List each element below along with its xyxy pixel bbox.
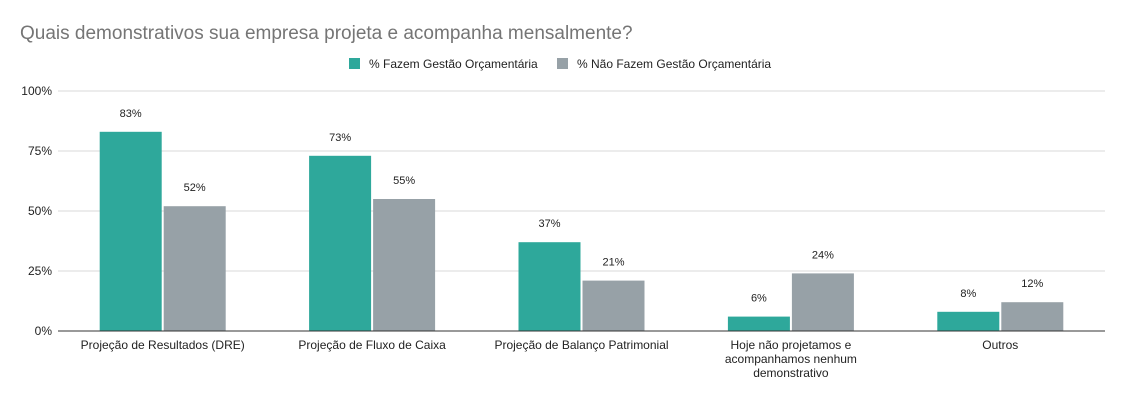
data-label-s2-c1: 52%	[184, 182, 206, 194]
data-label-s1-c1: 83%	[120, 108, 142, 120]
y-tick-label-100: 100%	[21, 84, 52, 98]
data-labels: 83% 52% 73% 55% 37% 21% 6% 24% 8% 12%	[120, 108, 1044, 305]
bar-s2-c3	[582, 280, 645, 331]
legend-label-2: % Não Fazem Gestão Orçamentária	[577, 57, 771, 71]
y-tick-label-50: 50%	[28, 204, 52, 218]
x-tick-label-3: Projeção de Balanço Patrimonial	[494, 338, 668, 352]
bar-s1-c1	[99, 131, 162, 331]
x-tick-label-5: Outros	[982, 338, 1018, 352]
bar-s2-c4	[791, 273, 854, 331]
bar-s1-c2	[309, 155, 372, 331]
y-tick-label-75: 75%	[28, 144, 52, 158]
x-tick-label-1: Projeção de Resultados (DRE)	[81, 338, 245, 352]
data-label-s2-c4: 24%	[812, 249, 834, 261]
y-tick-label-0: 0%	[35, 324, 53, 338]
legend-swatch-2	[557, 58, 568, 69]
x-tick-label-4: Hoje não projetamos e acompanhamos nenhum…	[725, 338, 857, 380]
legend-swatch-1	[349, 58, 360, 69]
bar-s1-c4	[727, 316, 790, 331]
bar-s2-c1	[163, 206, 226, 331]
x-axis-categories: Projeção de Resultados (DRE) Projeção de …	[81, 338, 1019, 380]
data-label-s1-c4: 6%	[751, 293, 767, 305]
data-label-s2-c5: 12%	[1021, 278, 1043, 290]
y-axis-ticks: 0% 25% 50% 75% 100%	[21, 84, 52, 338]
data-label-s2-c3: 21%	[602, 257, 624, 269]
x-tick-label-2: Projeção de Fluxo de Caixa	[298, 338, 446, 352]
data-label-s1-c3: 37%	[538, 218, 560, 230]
data-label-s1-c2: 73%	[329, 132, 351, 144]
bar-s1-c5	[937, 311, 1000, 331]
legend: % Fazem Gestão Orçamentária % Não Fazem G…	[349, 57, 771, 71]
gridlines	[58, 90, 1105, 272]
y-tick-label-25: 25%	[28, 264, 52, 278]
bar-s1-c3	[518, 242, 581, 331]
bar-s2-c2	[373, 199, 436, 331]
bar-s2-c5	[1001, 302, 1064, 331]
chart-title: Quais demonstrativos sua empresa projeta…	[20, 23, 633, 44]
legend-label-1: % Fazem Gestão Orçamentária	[369, 57, 538, 71]
data-label-s1-c5: 8%	[960, 288, 976, 300]
bars	[99, 131, 1064, 331]
data-label-s2-c2: 55%	[393, 175, 415, 187]
